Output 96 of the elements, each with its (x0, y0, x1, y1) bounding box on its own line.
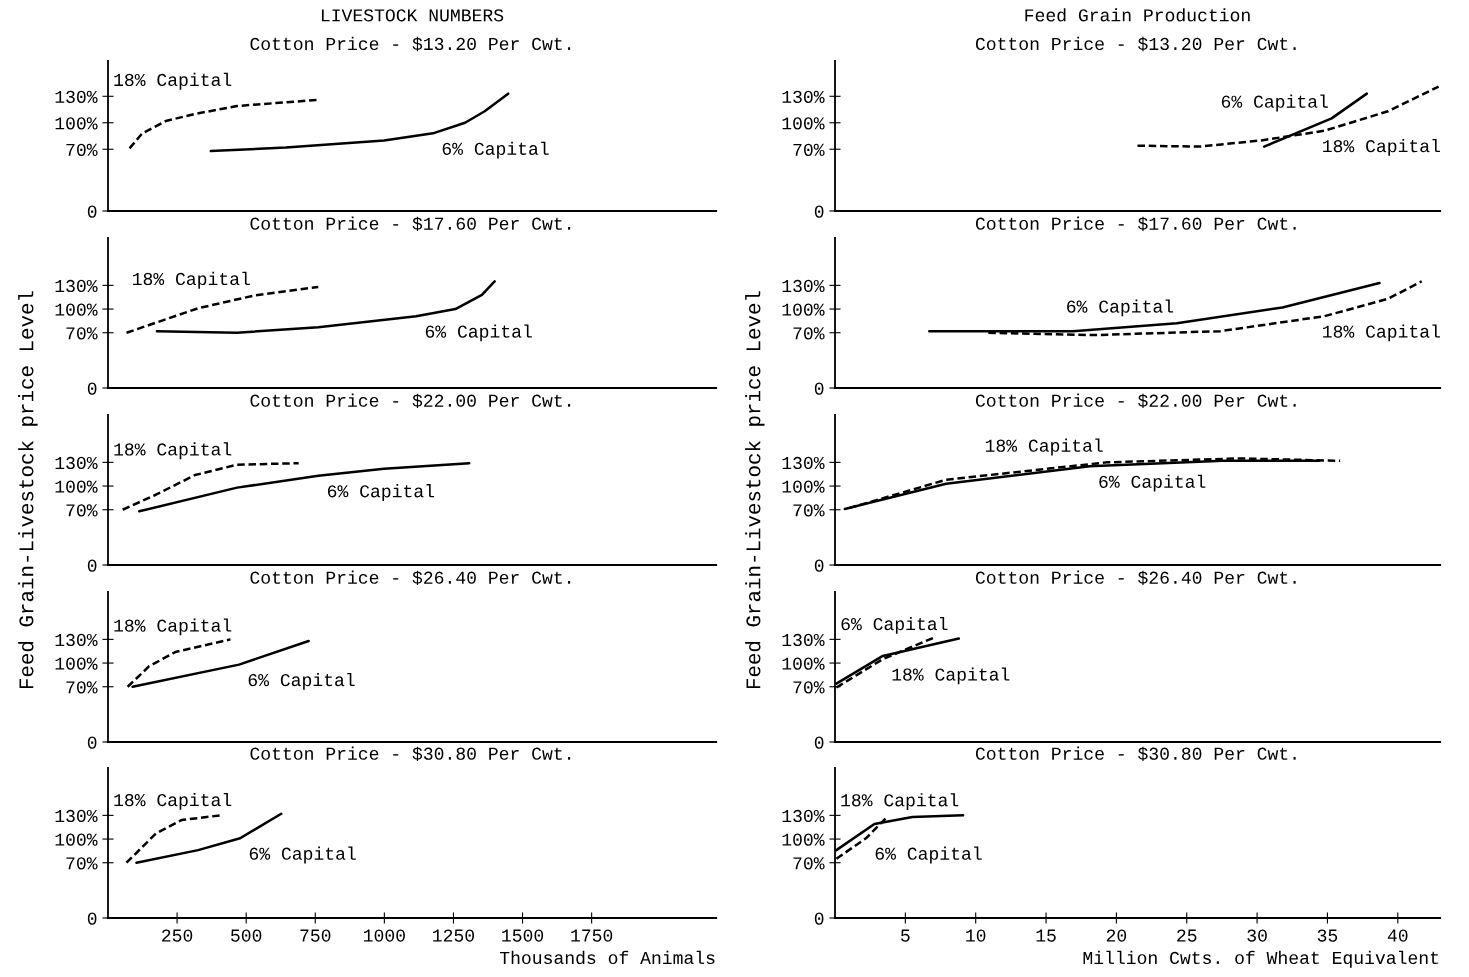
y-tick-label: 100% (55, 480, 98, 493)
series-label: 6% Capital (1099, 474, 1206, 492)
y-tick-label: 100% (55, 657, 98, 670)
x-axis-title: Thousands of Animals (499, 950, 715, 965)
series-label: 6% Capital (425, 324, 532, 342)
y-axis-title: Feed Grain-Livestock price Level (18, 291, 38, 689)
series-label: 18% Capital (114, 72, 232, 90)
series-label: 6% Capital (1067, 299, 1174, 317)
y-tick-label: 0 (87, 736, 97, 749)
y-tick-label: 100% (782, 657, 825, 670)
y-tick-label: 130% (782, 633, 825, 647)
y-tick-label: 100% (55, 117, 98, 130)
series-label: 18% Capital (114, 792, 232, 810)
y-tick-label: 100% (782, 303, 825, 316)
y-tick-label: 0 (814, 559, 824, 572)
line-series (121, 461, 300, 511)
series-label: 18% Capital (132, 271, 250, 289)
chart-subtitle: Cotton Price - $13.20 Per Cwt. (250, 36, 571, 52)
series-label: 18% Capital (985, 438, 1103, 456)
y-tick-label: 130% (55, 633, 98, 647)
series-label: 6% Capital (249, 846, 356, 864)
series-label: 18% Capital (1323, 139, 1440, 156)
line-series (137, 461, 471, 513)
series-label: 6% Capital (841, 616, 948, 634)
y-tick-label: 130% (55, 279, 98, 293)
y-tick-label: 100% (55, 303, 98, 316)
y-tick-label: 130% (55, 90, 98, 104)
series-label: 6% Capital (1221, 94, 1328, 112)
x-tick-label: 5 (901, 929, 910, 942)
y-tick-label: 0 (814, 205, 824, 218)
y-tick-label: 0 (87, 912, 97, 925)
series-label: 18% Capital (114, 442, 232, 460)
line-series (125, 814, 222, 864)
y-tick-label: 130% (782, 456, 825, 470)
x-tick-label: 250 (162, 929, 193, 942)
x-tick-label: 30 (1247, 929, 1267, 942)
y-tick-label: 0 (814, 736, 824, 749)
y-tick-label: 100% (55, 833, 98, 846)
series-label: 18% Capital (892, 667, 1010, 685)
chart-subtitle: Cotton Price - $13.20 Per Cwt. (975, 36, 1296, 52)
series-label: 18% Capital (1323, 324, 1440, 342)
series-label: 18% Capital (114, 618, 232, 636)
x-tick-label: 35 (1317, 929, 1338, 942)
y-tick-label: 130% (782, 279, 825, 293)
y-tick-label: 0 (87, 559, 97, 572)
y-tick-label: 100% (782, 480, 825, 493)
y-tick-label: 70% (793, 857, 825, 870)
x-tick-label: 750 (300, 929, 331, 942)
y-tick-label: 70% (793, 327, 825, 340)
line-series (135, 812, 283, 864)
chart-title: Cotton Price - $26.40 Per Cwt. (975, 570, 1296, 585)
y-tick-label: 70% (66, 504, 98, 517)
y-tick-label: 130% (782, 809, 825, 823)
x-tick-label: 10 (966, 929, 986, 942)
chart-title: Cotton Price - $22.00 Per Cwt. (975, 393, 1296, 408)
y-tick-label: 70% (793, 504, 825, 517)
chart-title: Cotton Price - $17.60 Per Cwt. (250, 216, 571, 231)
y-tick-label: 0 (814, 382, 824, 395)
x-tick-label: 20 (1106, 929, 1127, 942)
y-tick-label: 0 (814, 912, 824, 925)
chart-title: Cotton Price - $30.80 Per Cwt. (250, 746, 571, 761)
y-tick-label: 100% (782, 833, 825, 846)
y-tick-label: 130% (782, 90, 825, 104)
x-tick-label: 1750 (571, 929, 613, 942)
chart-title: LIVESTOCK NUMBERS (321, 9, 504, 22)
y-tick-label: 70% (66, 681, 98, 694)
y-axis-title: Feed Grain-Livestock price Level (745, 291, 765, 689)
x-tick-label: 1000 (364, 929, 405, 942)
x-tick-label: 40 (1387, 929, 1408, 942)
chart-title: Cotton Price - $17.60 Per Cwt. (975, 216, 1296, 231)
y-tick-label: 130% (55, 809, 98, 823)
series-label: 18% Capital (841, 793, 959, 810)
series-label: 6% Capital (442, 141, 549, 159)
x-tick-label: 500 (231, 929, 262, 942)
series-label: 6% Capital (327, 484, 434, 501)
y-tick-label: 0 (87, 382, 97, 395)
line-series (128, 98, 320, 150)
y-tick-label: 70% (793, 143, 825, 156)
x-tick-label: 25 (1177, 929, 1197, 942)
y-tick-label: 0 (87, 205, 97, 218)
x-tick-label: 1250 (433, 929, 475, 942)
y-tick-label: 70% (66, 857, 98, 870)
series-label: 6% Capital (875, 846, 982, 864)
chart-title: Cotton Price - $30.80 Per Cwt. (975, 746, 1296, 761)
x-tick-label: 15 (1036, 929, 1056, 942)
x-axis-title: Million Cwts. of Wheat Equivalent (1083, 950, 1439, 968)
y-tick-label: 70% (66, 143, 98, 156)
y-tick-label: 70% (793, 681, 825, 694)
chart-title: Cotton Price - $26.40 Per Cwt. (250, 570, 571, 585)
chart-title: Feed Grain Production (1025, 8, 1250, 22)
chart-title: Cotton Price - $22.00 Per Cwt. (250, 393, 571, 408)
x-tick-label: 1500 (502, 929, 544, 942)
y-tick-label: 130% (55, 456, 98, 470)
series-label: 6% Capital (248, 672, 355, 690)
y-tick-label: 100% (782, 117, 825, 130)
y-tick-label: 70% (66, 327, 98, 340)
